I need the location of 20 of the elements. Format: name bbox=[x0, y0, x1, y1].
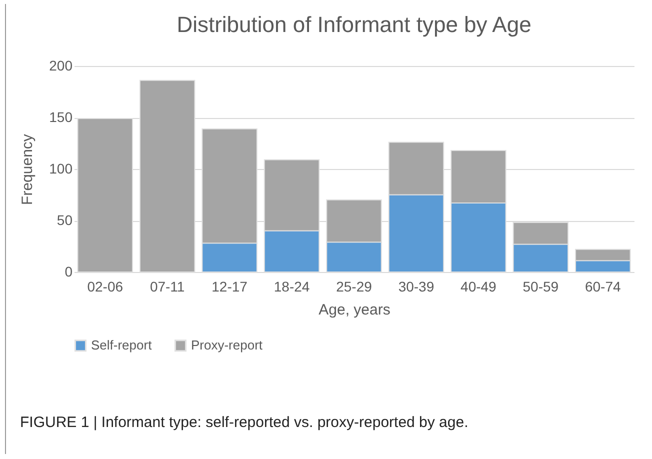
x-tick-label: 50-59 bbox=[522, 278, 559, 294]
x-tick-label: 07-11 bbox=[150, 278, 185, 294]
y-tick-label: 50 bbox=[56, 212, 73, 228]
x-tick-label: 02-06 bbox=[87, 278, 124, 294]
legend-label: Self-report bbox=[91, 338, 152, 353]
x-tick-label: 60-74 bbox=[584, 278, 622, 294]
y-tick-label: 0 bbox=[64, 264, 73, 280]
legend-label: Proxy-report bbox=[191, 338, 263, 353]
x-tick-label: 30-39 bbox=[398, 278, 434, 294]
y-tick-label: 150 bbox=[49, 109, 73, 125]
x-tick-label: 25-29 bbox=[336, 278, 372, 294]
caption: FIGURE 1 | Informant type: self-reported vs. proxy-reported by age. bbox=[20, 414, 468, 431]
y-tick-label: 200 bbox=[49, 58, 73, 74]
x-tick-label: 40-49 bbox=[460, 278, 497, 294]
chart-title: Distribution of Informant type by Age bbox=[176, 12, 532, 37]
y-tick-label: 100 bbox=[49, 160, 73, 176]
x-tick-label: 18-24 bbox=[274, 278, 310, 294]
x-tick-label: 12-17 bbox=[212, 278, 248, 294]
y-axis-title: Frequency bbox=[19, 134, 36, 205]
x-axis-title: Age, years bbox=[318, 302, 390, 318]
